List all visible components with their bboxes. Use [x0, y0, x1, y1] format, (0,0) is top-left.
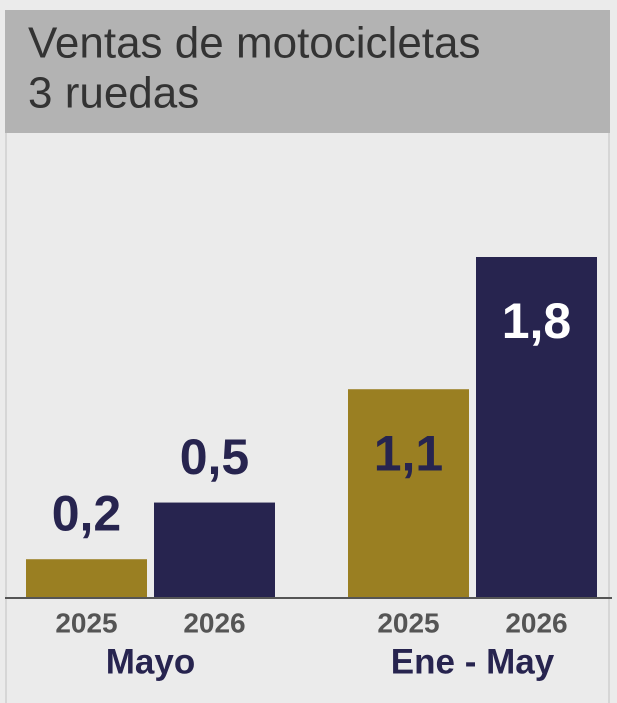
chart-title: Ventas de motocicletas — [28, 19, 480, 68]
value-label: 0,2 — [52, 485, 122, 541]
title-box — [5, 10, 610, 133]
value-label: 1,1 — [374, 425, 444, 481]
value-label: 0,5 — [180, 429, 250, 485]
value-label: 1,8 — [502, 293, 572, 349]
series-label: 2025 — [55, 607, 117, 638]
bar — [26, 559, 147, 597]
bar — [154, 502, 275, 597]
category-label: Mayo — [106, 642, 195, 681]
series-label: 2026 — [183, 607, 245, 638]
chart-title: 3 ruedas — [28, 69, 199, 118]
bar — [476, 257, 597, 597]
bar — [348, 389, 469, 597]
series-label: 2025 — [377, 607, 439, 638]
category-label: Ene - May — [391, 642, 555, 681]
series-label: 2026 — [505, 607, 567, 638]
